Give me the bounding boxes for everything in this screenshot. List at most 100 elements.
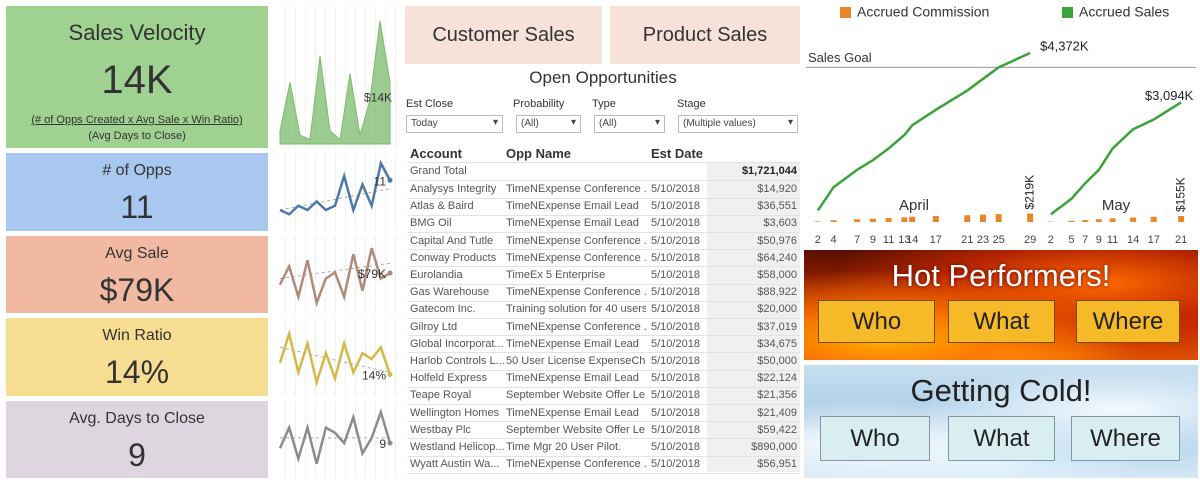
table-cell: TimeNExpense Email Lead <box>506 200 639 213</box>
table-cell: Capital And Tutle <box>410 234 494 247</box>
table-cell: 5/10/2018 <box>651 389 700 402</box>
filter-label: Est Close <box>406 98 454 110</box>
table-cell: 5/10/2018 <box>651 423 700 436</box>
table-cell-amount: $21,409 <box>757 406 797 419</box>
total-amount: $1,721,044 <box>741 165 797 177</box>
sparkline-end-label: $79K <box>358 267 386 281</box>
commission-bar <box>854 219 861 222</box>
filter-dropdown[interactable]: (All) <box>594 115 665 133</box>
panel-label: May <box>1102 197 1131 214</box>
sparkline-end-dot <box>387 177 393 183</box>
sparkline-frame <box>276 236 398 313</box>
commission-bar <box>932 216 939 222</box>
trend-line <box>279 262 391 280</box>
commission-bar <box>885 218 892 222</box>
table-cell: Time Mgr 20 User Pilot. <box>506 441 622 453</box>
table-cell: TimeEx 5 Enterprise <box>506 269 606 281</box>
commission-bar <box>995 214 1002 222</box>
table-cell: 5/10/2018 <box>651 337 700 350</box>
hot-button[interactable]: Where <box>1076 300 1180 343</box>
table-cell: TimeNExpense Email Lead <box>506 372 639 385</box>
table-cell-amount: $20,000 <box>757 303 797 316</box>
kpi-tile: Sales Velocity 14K (# of Opps Created x Av… <box>6 6 268 148</box>
row-divider <box>407 472 800 474</box>
getting-cold-panel: Getting Cold! Who What Where <box>804 365 1198 478</box>
cold-button[interactable]: Where <box>1071 416 1180 461</box>
x-tick-label: 13 <box>898 234 910 246</box>
table-cell-amount: $890,000 <box>751 441 797 453</box>
table-cell: Westland Helicop... <box>410 441 504 453</box>
sales-end-label: $3,094K <box>1145 88 1194 103</box>
row-divider <box>407 438 800 440</box>
commission-bar <box>1095 219 1102 222</box>
cold-button[interactable]: What <box>948 416 1055 461</box>
table-cell-amount: $36,551 <box>757 200 797 213</box>
sparkline-area <box>279 20 391 145</box>
filter-dropdown[interactable]: (Multiple values) <box>678 115 798 133</box>
hot-button[interactable]: What <box>948 300 1055 343</box>
x-tick-label: 2 <box>815 234 821 246</box>
x-tick-label: 11 <box>1107 234 1118 246</box>
table-cell: Teape Royal <box>410 389 472 402</box>
hot-button[interactable]: Who <box>818 300 935 343</box>
sparkline-line <box>278 247 391 308</box>
table-cell: 5/10/2018 <box>651 286 700 299</box>
x-tick-label: 21 <box>1175 234 1187 246</box>
commission-bar <box>1130 217 1137 222</box>
nav-button[interactable]: Customer Sales <box>405 6 602 64</box>
row-divider <box>407 162 800 163</box>
row-divider <box>407 317 800 319</box>
commission-bar <box>1082 220 1089 222</box>
x-tick-label: 17 <box>1148 234 1160 246</box>
sparkline-line <box>278 329 392 387</box>
table-cell-amount: $21,356 <box>757 389 797 402</box>
filter-dropdown[interactable]: (All) <box>516 115 581 133</box>
column-header: Est Date <box>651 146 704 161</box>
sparkline: $14K <box>279 20 392 145</box>
kpi-tile: Avg. Days to Close 9 <box>6 401 268 478</box>
table-cell: TimeNExpense Email Lead <box>506 217 639 230</box>
kpi-value: 11 <box>120 189 154 225</box>
commission-bar <box>909 216 916 222</box>
row-divider <box>407 249 800 251</box>
x-tick-label: 5 <box>1068 234 1074 246</box>
cold-button[interactable]: Who <box>820 416 930 461</box>
sparkline-frame <box>276 318 398 396</box>
commission-bar <box>1027 213 1034 222</box>
x-tick-label: 25 <box>993 234 1005 246</box>
panel-label: April <box>899 197 929 214</box>
row-divider <box>407 421 800 423</box>
legend-swatch <box>840 7 851 18</box>
kpi-tile: Win Ratio 14% <box>6 318 268 396</box>
table-cell: Gatecom Inc. <box>410 303 476 316</box>
sales-end-label: $4,372K <box>1040 38 1089 53</box>
sparkline: 14% <box>278 329 393 387</box>
table-title: Open Opportunities <box>529 68 677 87</box>
row-divider <box>407 403 800 405</box>
table-cell: Gilroy Ltd <box>410 320 458 333</box>
sparkline-end-label: $14K <box>364 90 392 104</box>
table-cell: TimeNExpense Conference ... <box>506 183 646 195</box>
x-tick-label: 9 <box>870 234 876 246</box>
table-cell-amount: $3,603 <box>763 217 797 230</box>
row-divider <box>407 300 800 302</box>
table-cell: Westbay Plc <box>410 423 471 436</box>
x-tick-label: 21 <box>961 234 973 246</box>
filter-dropdown[interactable]: Today <box>406 115 503 133</box>
kpi-title: Avg Sale <box>105 245 169 262</box>
column-header: Account <box>410 146 462 161</box>
table-cell: Holfeld Express <box>410 372 488 385</box>
sparkline-line <box>278 408 392 465</box>
table-cell: Global Incorporat... <box>410 337 504 350</box>
nav-button[interactable]: Product Sales <box>610 6 800 64</box>
sparkline: 9 <box>278 408 393 465</box>
row-divider <box>407 197 800 199</box>
commission-bar <box>814 221 821 222</box>
table-cell: 5/10/2018 <box>651 200 700 213</box>
x-tick-label: 9 <box>1096 234 1102 246</box>
row-divider <box>407 369 800 371</box>
table-cell: Eurolandia <box>410 269 463 281</box>
sparkline: $79K <box>278 247 393 308</box>
commission-end-label: $219K <box>1022 175 1036 210</box>
